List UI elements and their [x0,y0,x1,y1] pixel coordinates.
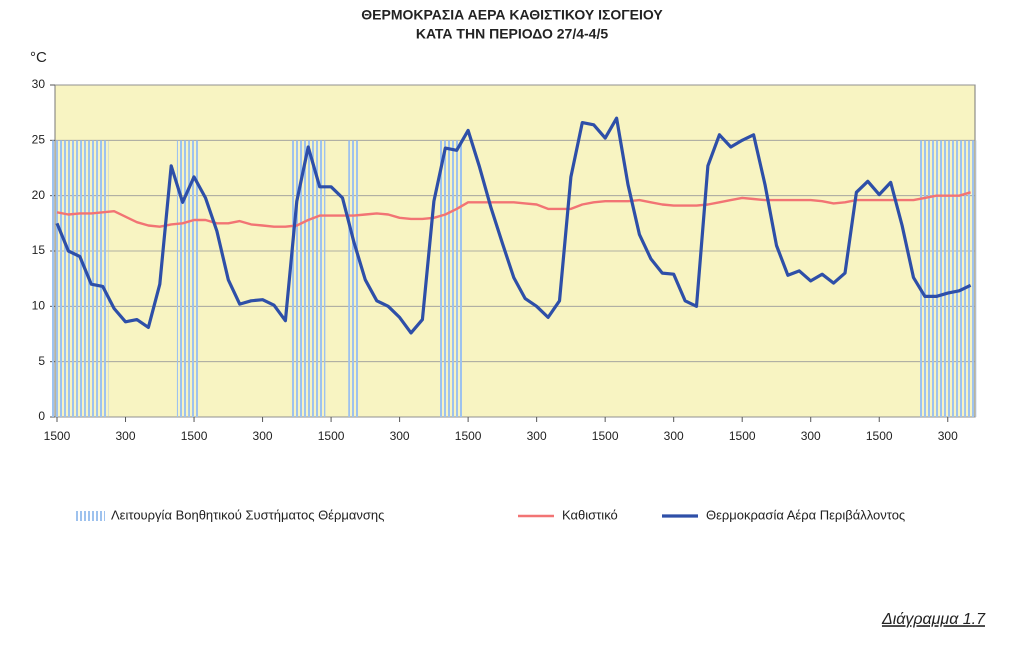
heating-bar [51,140,63,418]
x-tick-label: 1500 [455,429,482,443]
heating-bar [953,140,965,418]
y-tick-label: 25 [32,133,46,147]
heating-bar [176,140,189,418]
heating-bar [291,140,303,418]
legend-label: Λειτουργία Βοηθητικού Συστήματος Θέρμανσ… [111,507,384,522]
heating-bar [930,140,943,418]
x-tick-label: 1500 [592,429,619,443]
x-tick-label: 300 [664,429,684,443]
heating-bar [74,140,86,418]
heating-bar [85,140,97,418]
heating-bar [942,140,954,418]
y-tick-label: 20 [32,188,46,202]
x-tick-label: 1500 [181,429,208,443]
heating-bar [302,140,314,418]
y-tick-label: 30 [32,77,46,91]
x-tick-label: 300 [390,429,410,443]
y-axis-label: °C [30,49,47,66]
y-tick-label: 5 [38,354,45,368]
heating-bar [450,140,463,418]
x-tick-label: 300 [801,429,821,443]
x-tick-label: 300 [938,429,958,443]
caption: Διάγραμμα 1.7 [881,611,986,628]
heating-bar [313,140,326,418]
y-tick-label: 15 [32,243,46,257]
heating-bar [964,140,977,418]
heating-bar [348,140,360,418]
x-tick-label: 1500 [866,429,893,443]
legend-swatch [75,511,105,521]
series-line [55,116,972,335]
chart-title: ΘΕΡΜΟΚΡΑΣΙΑ ΑΕΡΑ ΚΑΘΙΣΤΙΚΟΥ ΙΣΟΓΕΙΟΥ [361,7,663,23]
x-tick-label: 1500 [729,429,756,443]
chart-subtitle: ΚΑΤΑ ΤΗΝ ΠΕΡΙΟΔΟ 27/4-4/5 [416,26,608,42]
heating-bar [62,140,75,418]
x-tick-label: 300 [253,429,273,443]
x-tick-label: 1500 [44,429,71,443]
legend-label: Καθιστικό [562,507,618,522]
series-line [56,191,971,228]
y-tick-label: 0 [38,409,45,423]
heating-bar [188,140,200,418]
legend-label: Θερμοκρασία Αέρα Περιβάλλοντος [706,507,905,522]
x-tick-label: 300 [527,429,547,443]
heating-bar [439,140,451,418]
heating-bar [96,140,109,418]
x-tick-label: 300 [116,429,136,443]
heating-bar [919,140,931,418]
y-tick-label: 10 [32,299,46,313]
x-tick-label: 1500 [318,429,345,443]
